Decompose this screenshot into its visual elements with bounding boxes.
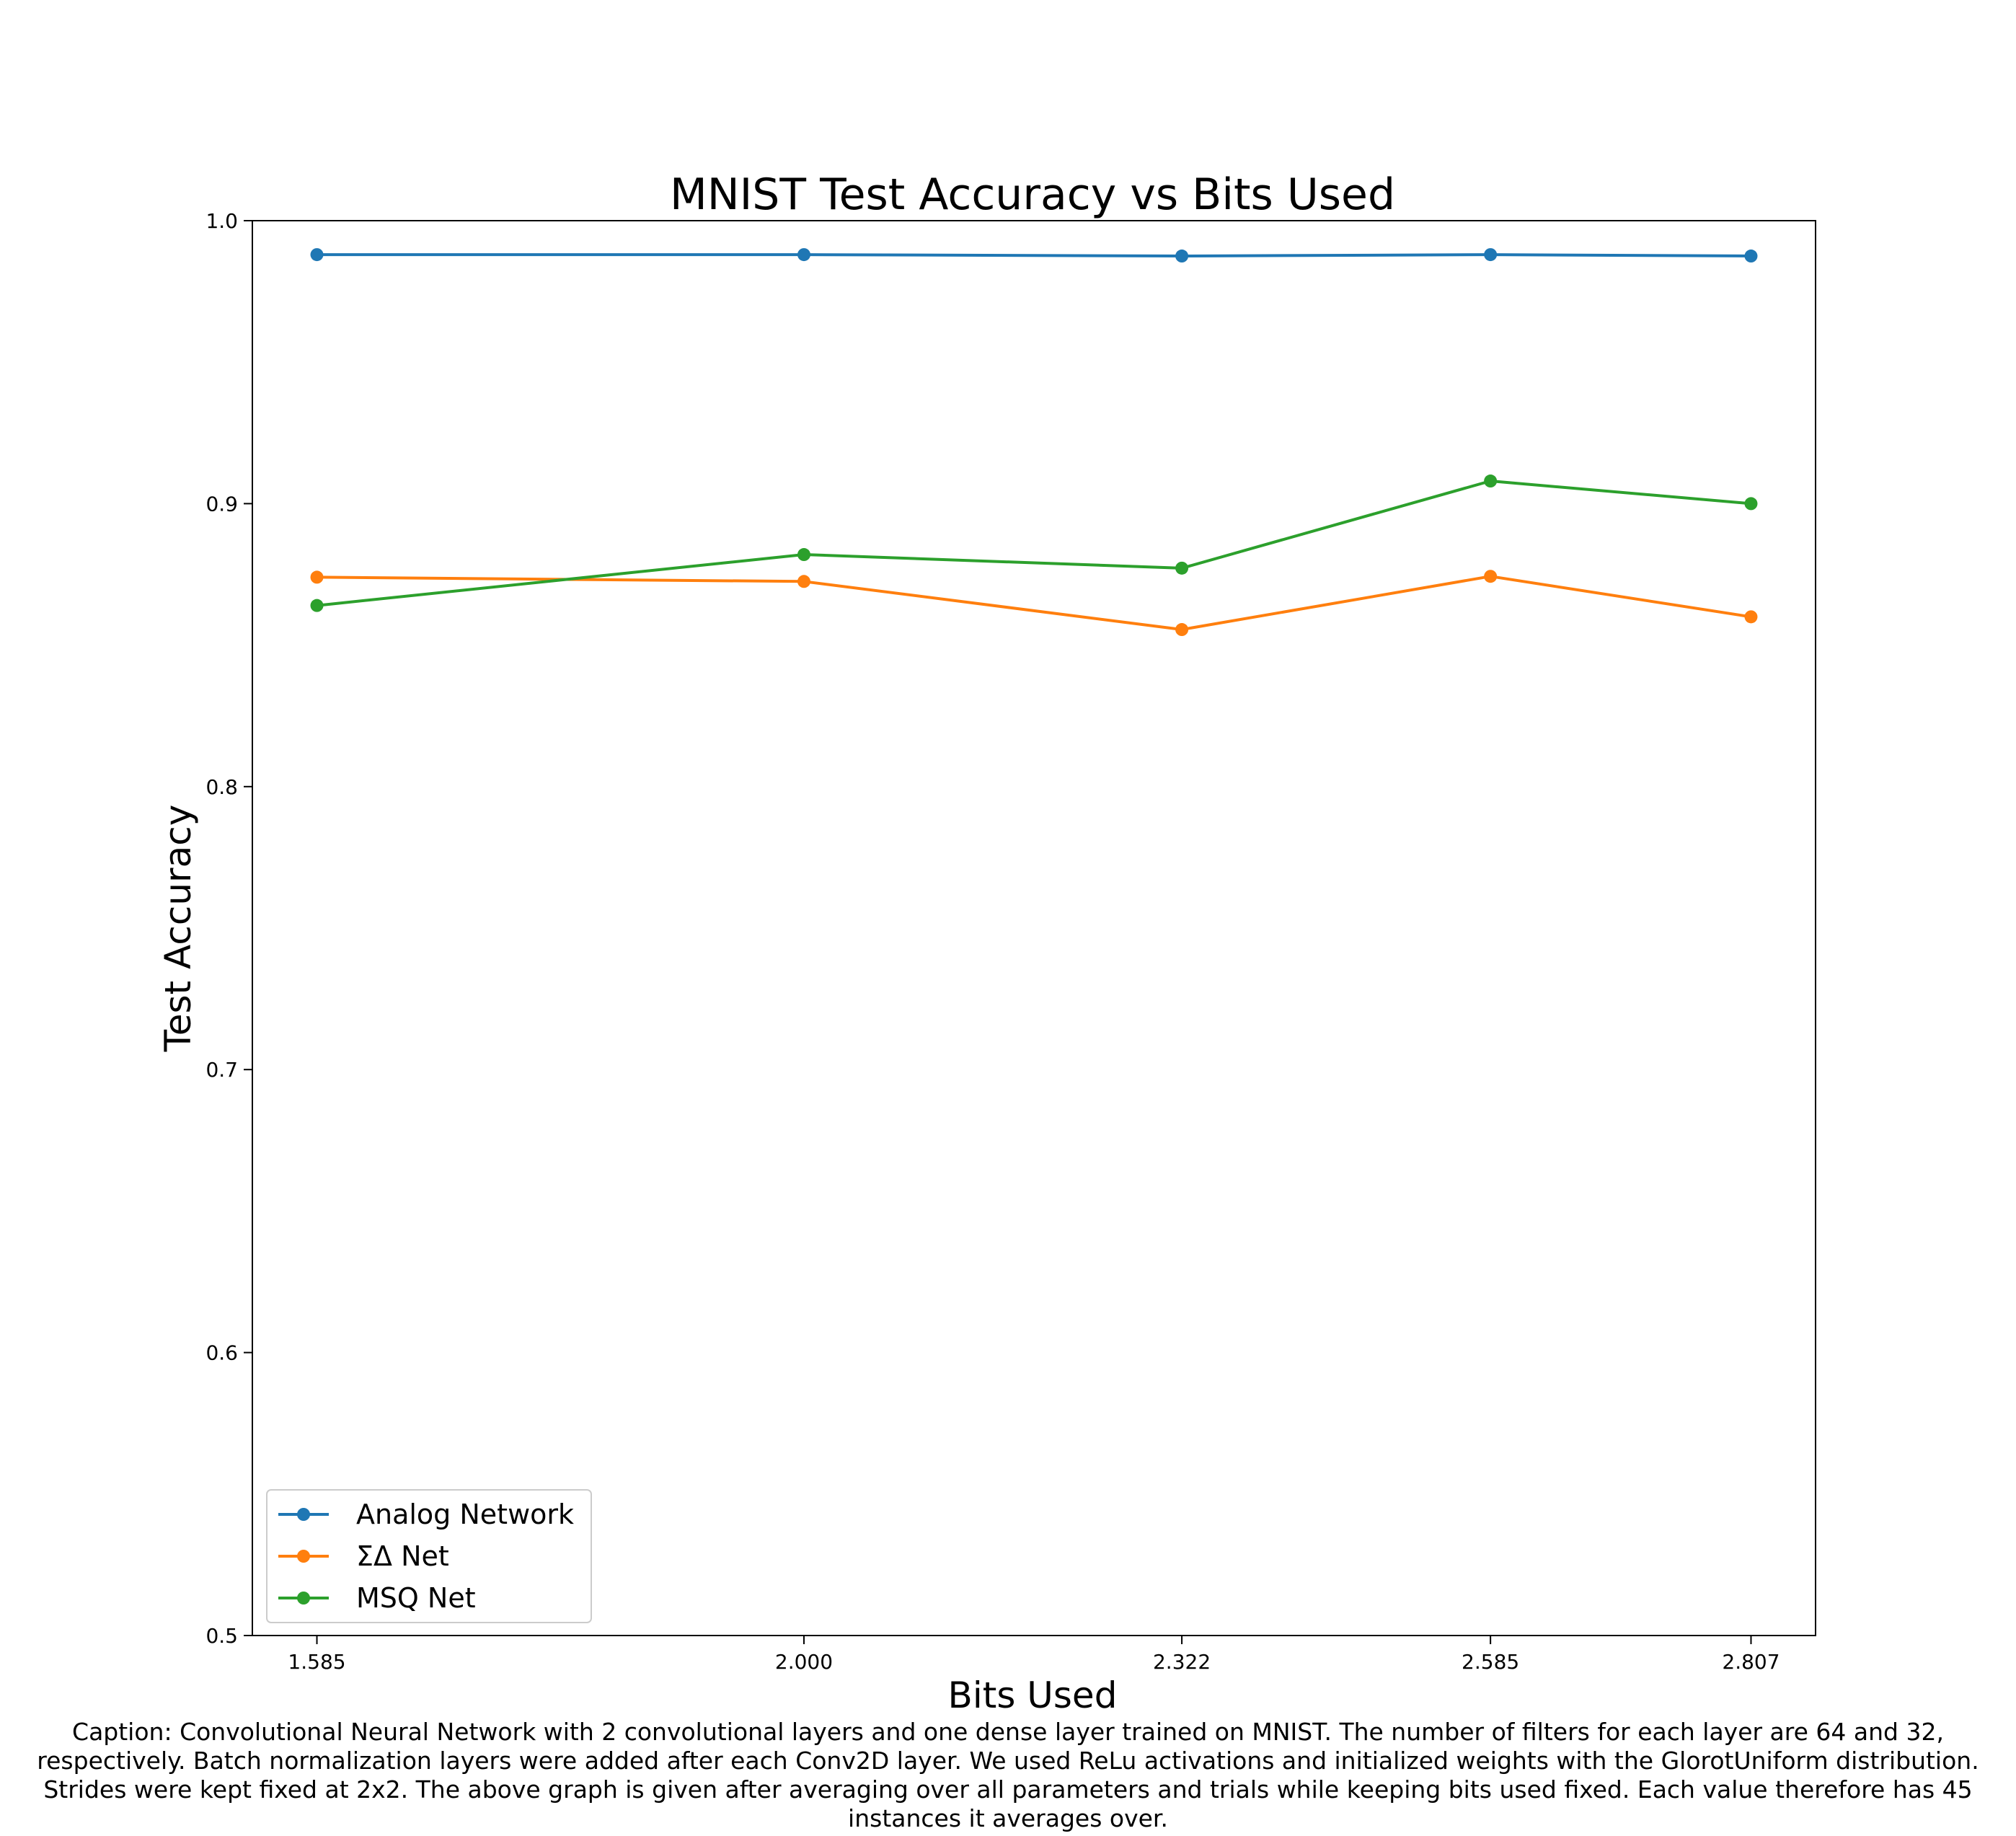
legend: Analog Network ΣΔ Net MSQ Net [266, 1489, 592, 1623]
legend-label: Analog Network [356, 1499, 574, 1530]
x-tick-label: 2.322 [1153, 1650, 1211, 1674]
y-tick-label: 0.7 [205, 1058, 238, 1082]
series-line-2 [317, 480, 1751, 607]
y-tick-label: 0.5 [205, 1624, 238, 1648]
legend-marker [297, 1508, 310, 1521]
data-point [1744, 497, 1758, 511]
data-point [310, 599, 324, 612]
data-point [1744, 250, 1758, 263]
legend-label: ΣΔ Net [356, 1540, 449, 1572]
data-point [1484, 248, 1498, 262]
data-point [797, 548, 810, 562]
x-axis-label: Bits Used [948, 1674, 1118, 1716]
figure-caption: Caption: Convolutional Neural Network wi… [0, 1718, 2016, 1833]
caption-line: Strides were kept fixed at 2x2. The abov… [43, 1775, 1973, 1804]
y-tick-label: 0.8 [205, 775, 238, 799]
series-line-0 [317, 253, 1751, 257]
legend-box [266, 1489, 592, 1623]
x-tick-label: 2.000 [775, 1650, 833, 1674]
caption-line: instances it averages over. [848, 1804, 1168, 1832]
x-tick-label: 2.807 [1722, 1650, 1780, 1674]
legend-label: MSQ Net [356, 1582, 476, 1614]
data-point [1744, 610, 1758, 624]
chart-title: MNIST Test Accuracy vs Bits Used [670, 169, 1395, 220]
data-point [1175, 623, 1189, 637]
y-axis-label: Test Accuracy [157, 805, 199, 1053]
x-axis-ticks: 1.585 2.000 2.322 2.585 2.807 [288, 1636, 1780, 1674]
x-tick-label: 1.585 [288, 1650, 345, 1674]
legend-marker [297, 1592, 310, 1605]
caption-line: Caption: Convolutional Neural Network wi… [72, 1718, 1944, 1746]
data-point [1484, 475, 1498, 488]
y-axis-ticks: 0.5 0.6 0.7 0.8 0.9 1.0 [205, 209, 252, 1648]
data-point [797, 248, 810, 262]
data-point [1175, 250, 1189, 263]
data-point [1175, 561, 1189, 575]
data-point [310, 248, 324, 262]
line-chart: MNIST Test Accuracy vs Bits Used 1.585 2.… [157, 169, 1816, 1716]
data-point [310, 570, 324, 584]
y-tick-label: 0.9 [205, 492, 238, 516]
caption-line: respectively. Batch normalization layers… [37, 1747, 1979, 1775]
data-point [1484, 570, 1498, 583]
series-layer [310, 248, 1758, 637]
y-tick-label: 0.6 [205, 1341, 238, 1365]
y-tick-label: 1.0 [205, 209, 238, 233]
x-tick-label: 2.585 [1462, 1650, 1519, 1674]
plot-frame [252, 220, 1816, 1636]
legend-marker [297, 1550, 310, 1563]
data-point [797, 575, 810, 588]
